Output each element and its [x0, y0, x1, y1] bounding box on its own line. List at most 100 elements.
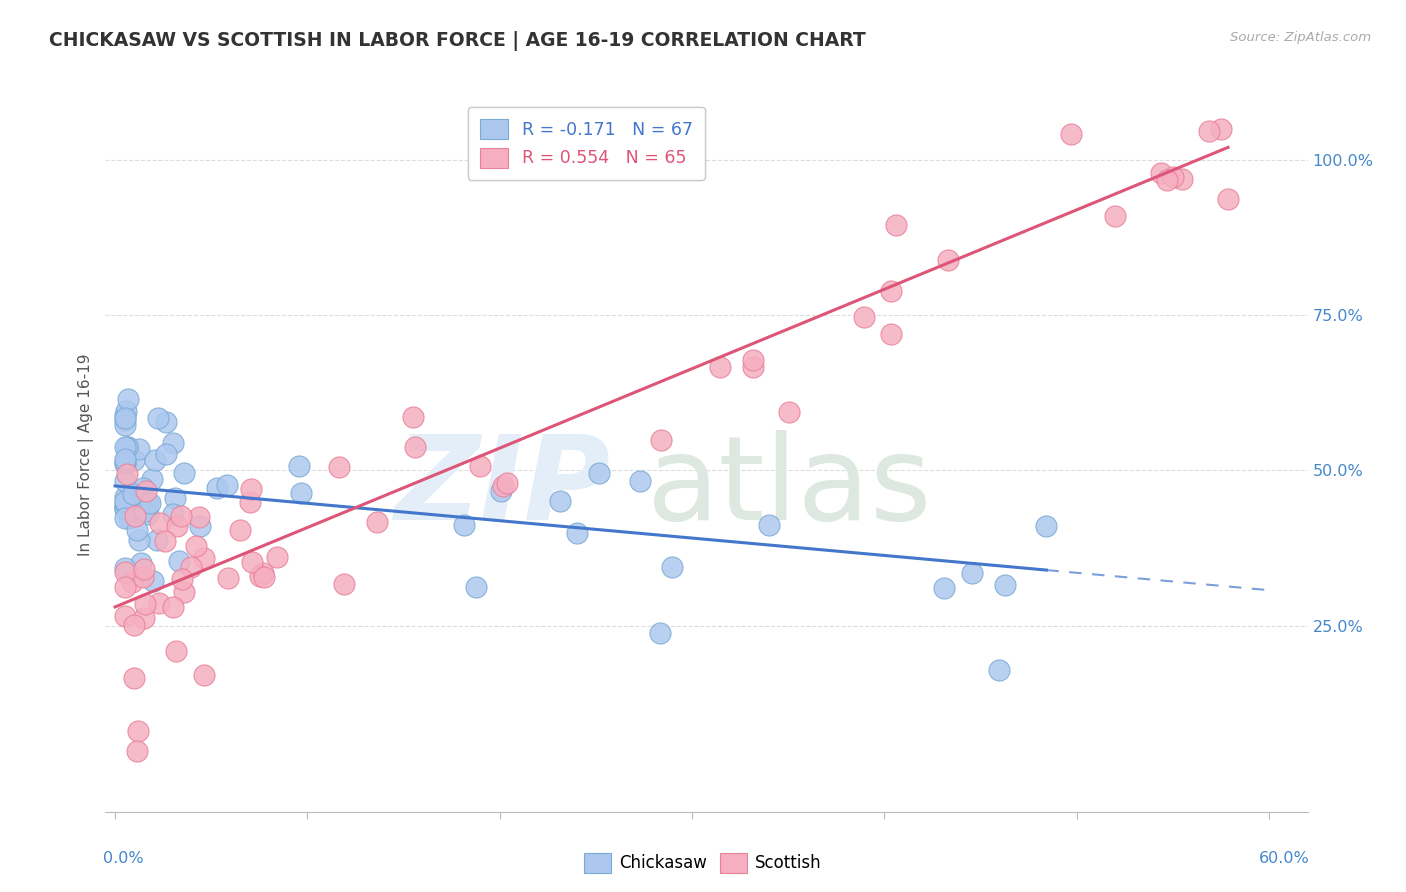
Point	[115, 440, 138, 454]
Point	[229, 523, 252, 537]
Y-axis label: In Labor Force | Age 16-19: In Labor Force | Age 16-19	[79, 353, 94, 557]
Point	[114, 454, 136, 468]
Point	[588, 466, 610, 480]
Point	[167, 554, 190, 568]
Text: atlas: atlas	[647, 430, 932, 544]
Point	[1198, 123, 1220, 137]
Point	[118, 506, 141, 520]
Point	[145, 533, 167, 547]
Point	[114, 408, 136, 422]
Point	[170, 509, 193, 524]
Point	[465, 580, 488, 594]
Point	[648, 625, 671, 640]
Point	[548, 494, 571, 508]
Text: CHICKASAW VS SCOTTISH IN LABOR FORCE | AGE 16-19 CORRELATION CHART: CHICKASAW VS SCOTTISH IN LABOR FORCE | A…	[49, 31, 866, 51]
Point	[155, 415, 177, 429]
Point	[129, 556, 152, 570]
Point	[165, 644, 187, 658]
Point	[1171, 172, 1194, 186]
Point	[165, 491, 187, 505]
Point	[118, 510, 141, 524]
Point	[162, 435, 184, 450]
Point	[134, 598, 156, 612]
Point	[114, 608, 136, 623]
Point	[366, 516, 388, 530]
Point	[988, 663, 1011, 677]
Point	[288, 459, 311, 474]
Point	[153, 534, 176, 549]
Point	[114, 403, 136, 417]
Point	[121, 486, 143, 500]
Point	[650, 433, 672, 447]
Point	[135, 483, 157, 498]
Point	[565, 525, 588, 540]
Point	[1150, 166, 1173, 180]
Point	[1161, 170, 1184, 185]
Point	[149, 516, 172, 530]
Text: 0.0%: 0.0%	[103, 851, 143, 866]
Point	[960, 566, 983, 581]
Point	[1104, 210, 1126, 224]
Point	[266, 549, 288, 564]
Point	[114, 496, 136, 510]
Point	[114, 511, 136, 525]
Point	[249, 569, 271, 583]
Point	[121, 575, 143, 590]
Point	[495, 475, 517, 490]
Point	[328, 459, 350, 474]
Point	[124, 509, 146, 524]
Point	[1035, 519, 1057, 533]
Point	[742, 359, 765, 374]
Point	[1209, 122, 1232, 136]
Point	[114, 500, 136, 515]
Point	[252, 566, 274, 580]
Point	[853, 310, 876, 324]
Point	[240, 555, 263, 569]
Text: 60.0%: 60.0%	[1260, 851, 1310, 866]
Point	[136, 496, 159, 510]
Point	[162, 600, 184, 615]
Point	[240, 482, 263, 496]
Point	[114, 452, 136, 467]
Point	[125, 744, 148, 758]
Point	[134, 503, 156, 517]
Point	[136, 507, 159, 521]
Point	[132, 481, 155, 495]
Point	[1060, 127, 1083, 141]
Legend: R = -0.171   N = 67, R = 0.554   N = 65: R = -0.171 N = 67, R = 0.554 N = 65	[468, 107, 704, 180]
Point	[188, 518, 211, 533]
Point	[253, 570, 276, 584]
Point	[404, 440, 426, 454]
Point	[1156, 173, 1178, 187]
Point	[193, 551, 215, 566]
Point	[173, 585, 195, 599]
Point	[333, 576, 356, 591]
Point	[114, 565, 136, 579]
Point	[239, 494, 262, 508]
Point	[148, 596, 170, 610]
Point	[155, 447, 177, 461]
Point	[402, 410, 425, 425]
Point	[162, 507, 184, 521]
Point	[778, 404, 800, 418]
Point	[122, 618, 145, 632]
Point	[489, 484, 512, 499]
Point	[114, 502, 136, 516]
Point	[132, 611, 155, 625]
Point	[138, 496, 160, 510]
Point	[128, 442, 150, 456]
Point	[215, 478, 238, 492]
Point	[880, 326, 903, 341]
Point	[132, 562, 155, 576]
Point	[180, 560, 202, 574]
Point	[122, 453, 145, 467]
Point	[143, 453, 166, 467]
Point	[184, 539, 207, 553]
Point	[114, 561, 136, 575]
Point	[884, 218, 907, 232]
Point	[709, 360, 731, 375]
Point	[173, 466, 195, 480]
Point	[128, 492, 150, 507]
Point	[166, 518, 188, 533]
Point	[114, 440, 136, 454]
